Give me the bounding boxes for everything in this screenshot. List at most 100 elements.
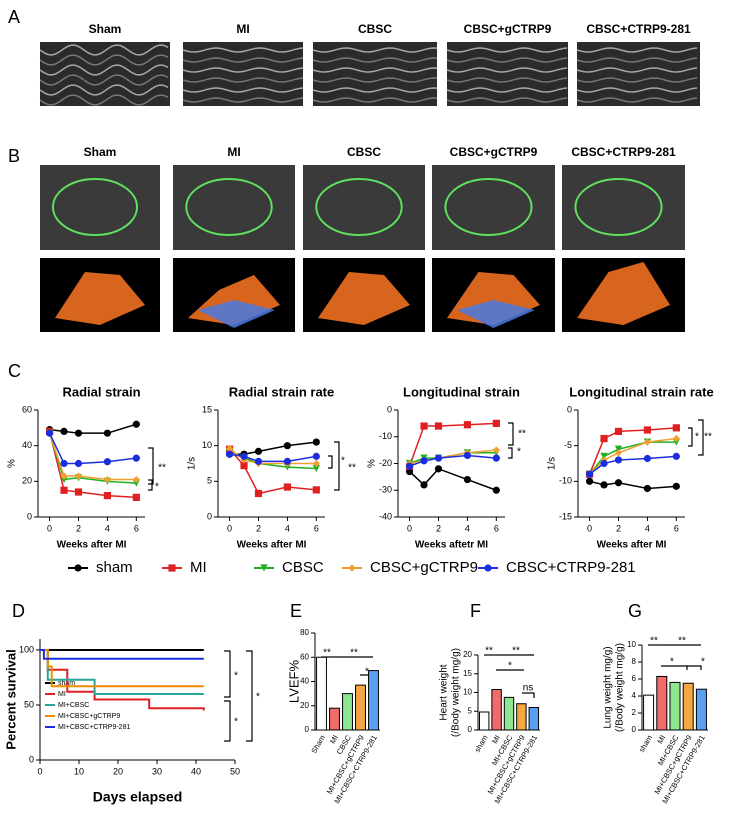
marker bbox=[600, 481, 608, 489]
significance-label: * bbox=[670, 657, 674, 668]
x-tick-label: 0 bbox=[587, 523, 592, 533]
x-tick-label: 6 bbox=[674, 523, 679, 533]
y-axis-label: (/Body weight mg/g) bbox=[615, 643, 626, 732]
bar bbox=[528, 707, 540, 731]
image-title: CBSC bbox=[358, 22, 392, 36]
survival-line bbox=[40, 649, 204, 688]
y-tick-label: -5 bbox=[564, 440, 572, 450]
y-tick-label: 0 bbox=[305, 725, 310, 734]
m-mode-image bbox=[313, 42, 437, 106]
m-mode-image bbox=[40, 42, 170, 106]
bar bbox=[316, 656, 327, 731]
marker bbox=[240, 452, 248, 460]
marker bbox=[74, 488, 83, 496]
significance-label: * bbox=[508, 661, 512, 672]
image-title: MI bbox=[236, 22, 249, 36]
marker bbox=[643, 426, 652, 434]
y-tick-label: 20 bbox=[463, 650, 472, 659]
significance-label: ** bbox=[323, 648, 331, 659]
x-tick-label: 0 bbox=[227, 523, 232, 533]
significance-bracket bbox=[334, 441, 340, 491]
significance-label: ** bbox=[350, 648, 358, 659]
echo-image bbox=[173, 165, 295, 250]
marker bbox=[672, 434, 680, 443]
bar bbox=[695, 688, 707, 731]
marker bbox=[434, 465, 443, 473]
image-title: Sham bbox=[89, 22, 122, 36]
m-mode-trace bbox=[39, 44, 169, 56]
significance-label: ns bbox=[523, 683, 534, 694]
y-tick-label: 5 bbox=[207, 476, 212, 486]
x-tick-label: 4 bbox=[645, 523, 650, 533]
bar bbox=[503, 696, 515, 731]
marker bbox=[614, 479, 623, 487]
m-mode-trace bbox=[446, 47, 568, 53]
x-tick-label: 6 bbox=[494, 523, 499, 533]
panel-label: G bbox=[628, 601, 642, 621]
marker bbox=[585, 477, 594, 485]
chart-title: Longitudinal strain bbox=[403, 384, 520, 399]
m-mode-trace bbox=[39, 84, 169, 96]
marker bbox=[434, 454, 443, 462]
marker bbox=[492, 446, 500, 454]
marker bbox=[103, 475, 112, 484]
significance-label: * bbox=[695, 432, 699, 443]
marker bbox=[492, 486, 500, 494]
m-mode-trace bbox=[39, 54, 169, 66]
m-mode-trace bbox=[576, 97, 698, 103]
strain-surface-negative bbox=[457, 300, 535, 328]
marker bbox=[614, 456, 623, 464]
x-tick-label: Sham bbox=[309, 733, 327, 754]
y-tick-label: 0 bbox=[632, 725, 637, 734]
marker bbox=[254, 457, 263, 465]
marker bbox=[492, 419, 500, 427]
y-tick-label: 4 bbox=[632, 691, 637, 700]
x-tick-label: 30 bbox=[152, 766, 162, 776]
strain-surface-negative bbox=[198, 300, 275, 328]
significance-bracket bbox=[508, 422, 514, 446]
heart-contour bbox=[52, 178, 138, 236]
marker bbox=[74, 459, 83, 468]
significance-bracket bbox=[328, 455, 333, 469]
panel-label: C bbox=[8, 361, 21, 381]
m-mode-image bbox=[577, 42, 700, 106]
m-mode-trace bbox=[576, 57, 698, 63]
y-tick-label: 10 bbox=[627, 640, 636, 649]
x-tick-label: 2 bbox=[616, 523, 621, 533]
legend-label: CBSC bbox=[282, 559, 324, 576]
significance-label: * bbox=[155, 482, 159, 493]
y-tick-label: 6 bbox=[632, 674, 637, 683]
x-tick-label: 2 bbox=[256, 523, 261, 533]
y-tick-label: -20 bbox=[379, 458, 392, 468]
bar bbox=[368, 670, 379, 731]
marker bbox=[283, 442, 292, 450]
image-title: CBSC bbox=[347, 145, 381, 159]
significance-label: * bbox=[341, 456, 345, 467]
panel-label: D bbox=[12, 601, 25, 621]
x-axis-label: Weeks aftetr MI bbox=[415, 540, 488, 551]
marker bbox=[600, 459, 608, 468]
marker bbox=[60, 459, 68, 468]
marker bbox=[614, 427, 623, 435]
marker bbox=[312, 464, 320, 473]
y-tick-label: 0 bbox=[387, 404, 392, 414]
marker bbox=[103, 492, 112, 500]
significance-label: * bbox=[234, 671, 238, 682]
legend-label: CBSC+gCTRP9 bbox=[370, 559, 478, 576]
m-mode-trace bbox=[446, 67, 568, 73]
m-mode-trace bbox=[576, 67, 698, 73]
m-mode-trace bbox=[312, 97, 438, 103]
y-tick-label: 60 bbox=[300, 652, 309, 661]
significance-bracket bbox=[148, 479, 153, 491]
bar bbox=[491, 689, 502, 731]
bar bbox=[355, 684, 366, 731]
marker bbox=[463, 421, 472, 429]
m-mode-trace bbox=[39, 64, 169, 76]
significance-label: * bbox=[365, 667, 369, 678]
significance-bracket bbox=[246, 650, 253, 742]
m-mode-trace bbox=[312, 87, 438, 93]
panel-label: A bbox=[8, 7, 20, 27]
y-axis-label: Lung weight mg/g) bbox=[603, 646, 614, 728]
marker bbox=[643, 484, 652, 493]
y-tick-label: 0 bbox=[567, 404, 572, 414]
